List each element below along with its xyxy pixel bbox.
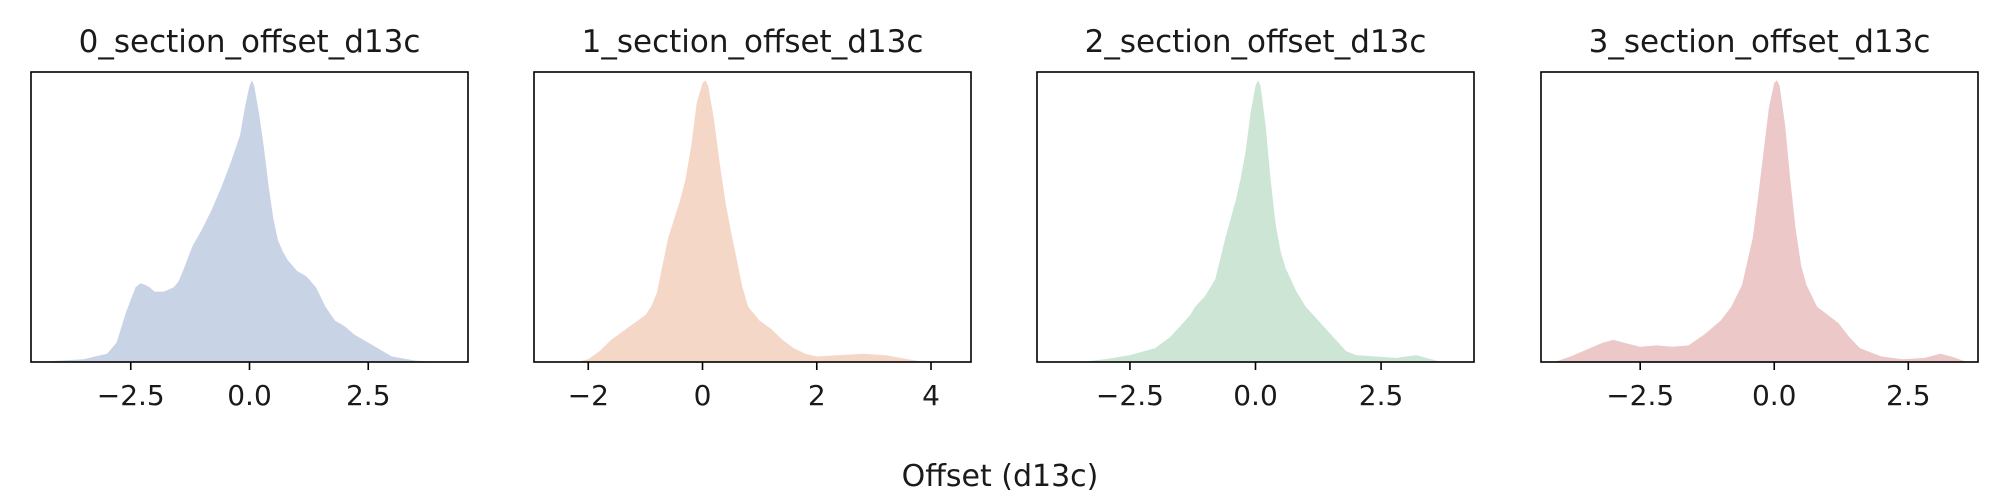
- x-tick-label-3-2: 2.5: [1886, 379, 1931, 412]
- x-tick-label-1-3: 4: [922, 379, 940, 412]
- density-area-3: [1554, 80, 1968, 363]
- x-tick-label-1-2: 2: [808, 379, 826, 412]
- panel-title-3: 3_section_offset_d13c: [1589, 24, 1931, 60]
- panel-2: −2.5 0.0 2.5 2_section_offset_d13c: [1036, 24, 1475, 412]
- density-area-0: [40, 80, 440, 363]
- x-tick-label-3-0: −2.5: [1606, 379, 1674, 412]
- x-tick-label-1-0: −2: [568, 379, 609, 412]
- panel-0: −2.5 0.0 2.5 0_section_offset_d13c: [30, 24, 469, 412]
- figure-xlabel: Offset (d13c): [902, 459, 1099, 494]
- axes-frame-3: [1540, 71, 1979, 363]
- panel-3: −2.5 0.0 2.5 3_section_offset_d13c: [1540, 24, 1979, 412]
- x-tick-label-2-2: 2.5: [1359, 379, 1404, 412]
- panel-title-1: 1_section_offset_d13c: [582, 24, 924, 60]
- x-tick-label-1-1: 0: [694, 379, 712, 412]
- panel-title-0: 0_section_offset_d13c: [79, 24, 421, 60]
- x-tick-label-2-1: 0.0: [1233, 379, 1278, 412]
- axes-frame-1: [533, 71, 972, 363]
- panel-title-2: 2_section_offset_d13c: [1085, 24, 1427, 60]
- x-tick-label-2-0: −2.5: [1096, 379, 1164, 412]
- x-tick-label-0-1: 0.0: [227, 379, 272, 412]
- panel-1: −2 0 2 4 1_section_offset_d13c: [533, 24, 972, 412]
- x-tick-label-0-0: −2.5: [97, 379, 165, 412]
- x-tick-label-3-1: 0.0: [1752, 379, 1797, 412]
- panels: −2.5 0.0 2.5 0_section_offset_d13c −2 0 2 4 1_se…: [30, 24, 1979, 412]
- density-area-1: [576, 80, 926, 363]
- density-area-2: [1079, 80, 1442, 363]
- x-tick-label-0-2: 2.5: [346, 379, 391, 412]
